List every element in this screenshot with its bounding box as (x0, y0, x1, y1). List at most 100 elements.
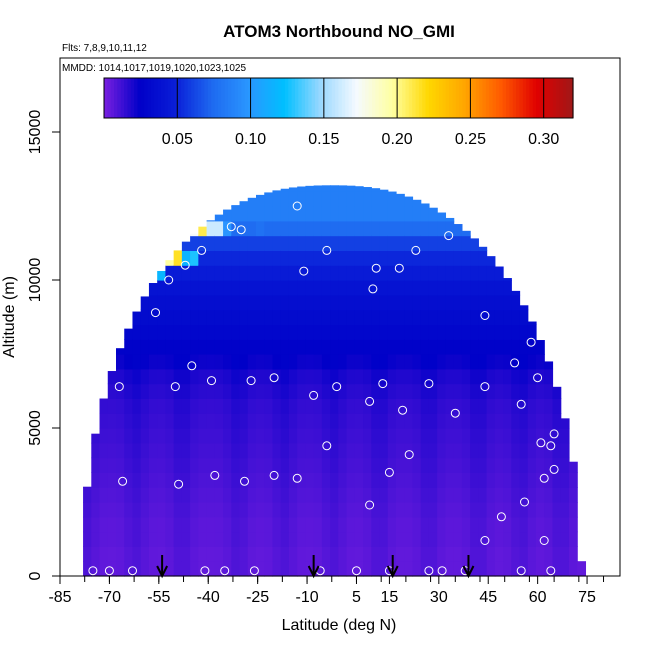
heatmap-cell (371, 368, 381, 385)
heatmap-cell (288, 235, 298, 251)
sample-point (510, 358, 520, 368)
heatmap-cell (83, 531, 92, 547)
sample-point (197, 245, 207, 255)
heatmap-cell (437, 383, 447, 399)
heatmap-cell (428, 561, 438, 577)
heatmap-cell (396, 487, 405, 503)
heatmap-cell (461, 398, 471, 414)
heatmap-cell (494, 309, 504, 325)
heatmap-cell (198, 428, 208, 444)
heatmap-cell (223, 472, 232, 488)
sample-point (269, 373, 279, 383)
heatmap-cell (346, 531, 356, 547)
heatmap-cell (280, 354, 290, 370)
heatmap-cell (116, 546, 125, 562)
heatmap-cell (544, 516, 554, 533)
heatmap-cell (527, 354, 537, 370)
heatmap-cell (272, 561, 282, 577)
heatmap-cell (404, 546, 414, 562)
heatmap-cell (453, 487, 463, 503)
heatmap-cell (239, 309, 249, 325)
heatmap-cell (247, 324, 257, 340)
heatmap-cell (190, 516, 199, 533)
heatmap-cell (494, 383, 504, 399)
heatmap-cell (453, 457, 463, 473)
heatmap-cell (247, 220, 257, 237)
heatmap-cell (461, 235, 471, 251)
colorbar-tick-label: 0.05 (162, 131, 193, 148)
heatmap-cell (486, 383, 496, 399)
heatmap-cell (247, 487, 257, 503)
heatmap-cell (544, 487, 554, 503)
heatmap-cell (437, 398, 447, 414)
heatmap-cell (396, 472, 405, 488)
heatmap-cell (379, 206, 389, 222)
heatmap-cell (313, 502, 323, 518)
heatmap-cell (190, 561, 199, 577)
heatmap-cell (214, 235, 224, 251)
heatmap-cell (494, 516, 504, 533)
heatmap-cell (223, 209, 232, 222)
colorbar-segment (549, 78, 554, 118)
heatmap-cell (280, 368, 290, 385)
heatmap-cell (272, 442, 282, 459)
heatmap-cell (264, 428, 274, 444)
heatmap-cell (404, 339, 414, 355)
heatmap-cell (363, 516, 372, 533)
heatmap-cell (363, 206, 372, 222)
heatmap-cell (437, 502, 447, 518)
heatmap-cell (404, 472, 414, 488)
heatmap-cell (354, 324, 364, 340)
heatmap-cell (206, 354, 216, 370)
heatmap-cell (330, 428, 339, 444)
heatmap-cell (371, 235, 381, 251)
heatmap-cell (116, 442, 125, 459)
heatmap-cell (83, 516, 92, 533)
heatmap-cell (297, 531, 307, 547)
heatmap-cell (478, 516, 488, 533)
sample-point (536, 438, 546, 448)
heatmap-cell (371, 457, 381, 473)
heatmap-cell (420, 531, 430, 547)
heatmap-cell (214, 324, 224, 340)
heatmap-cell (412, 487, 422, 503)
heatmap-cell (387, 472, 397, 488)
colorbar-segment (305, 78, 309, 118)
heatmap-cell (288, 206, 298, 222)
sample-point (118, 476, 128, 486)
heatmap-cell (470, 487, 479, 503)
colorbar-segment (291, 78, 296, 118)
sample-point (269, 470, 279, 480)
heatmap-cell (486, 339, 496, 355)
heatmap-cell (428, 265, 438, 281)
heatmap-cell (247, 383, 257, 399)
heatmap-cell (272, 280, 282, 296)
heatmap-cell (173, 324, 183, 340)
heatmap-cell (354, 280, 364, 296)
heatmap-cell (256, 457, 265, 473)
heatmap-cell (453, 324, 463, 340)
heatmap-cell (165, 516, 175, 533)
heatmap-cell (231, 309, 241, 325)
heatmap-cell (148, 561, 158, 577)
heatmap-cell (264, 220, 274, 237)
heatmap-cell (346, 472, 356, 488)
heatmap-cell (280, 339, 290, 355)
heatmap-cell (256, 561, 265, 577)
sample-point (104, 566, 114, 576)
heatmap-cell (132, 442, 142, 459)
heatmap-cell (396, 294, 405, 311)
heatmap-cell (453, 354, 463, 370)
heatmap-cell (354, 516, 364, 533)
heatmap-cell (321, 309, 331, 325)
heatmap-cell (412, 546, 422, 562)
heatmap-cell (330, 185, 339, 192)
heatmap-cell (560, 487, 570, 503)
colorbar-segment (110, 78, 115, 118)
heatmap-cell (511, 354, 521, 370)
heatmap-cell (354, 250, 364, 266)
heatmap-cell (272, 206, 282, 222)
heatmap-cell (288, 324, 298, 340)
heatmap-cell (428, 220, 438, 237)
colorbar-segment (124, 78, 129, 118)
